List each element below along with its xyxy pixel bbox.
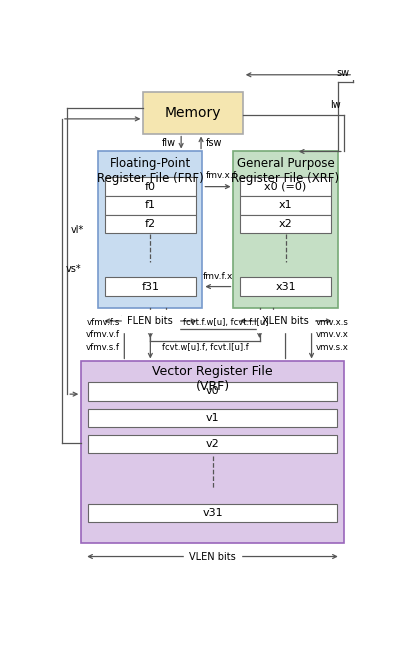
Text: fcvt.w[u].f, fcvt.l[u].f: fcvt.w[u].f, fcvt.l[u].f	[162, 343, 248, 352]
FancyBboxPatch shape	[105, 196, 196, 215]
FancyBboxPatch shape	[105, 277, 196, 296]
FancyBboxPatch shape	[105, 215, 196, 233]
FancyBboxPatch shape	[240, 196, 331, 215]
FancyBboxPatch shape	[81, 362, 344, 543]
Text: vl*: vl*	[71, 225, 84, 235]
Text: vmv.x.s
vmv.v.x
vmv.s.x: vmv.x.s vmv.v.x vmv.s.x	[316, 318, 349, 352]
FancyBboxPatch shape	[144, 92, 243, 134]
Text: XLEN bits: XLEN bits	[262, 316, 309, 326]
FancyBboxPatch shape	[240, 178, 331, 196]
Text: lw: lw	[330, 100, 341, 110]
Text: v2: v2	[206, 439, 219, 449]
Text: Floating-Point
Register File (FRF): Floating-Point Register File (FRF)	[97, 157, 204, 185]
FancyBboxPatch shape	[240, 215, 331, 233]
Text: Memory: Memory	[165, 106, 221, 120]
Text: fmv.x.f: fmv.x.f	[206, 172, 237, 180]
Text: FLEN bits: FLEN bits	[128, 316, 173, 326]
Text: sw: sw	[337, 68, 350, 78]
FancyBboxPatch shape	[88, 382, 337, 400]
Text: v31: v31	[202, 508, 223, 518]
Text: f2: f2	[145, 219, 156, 229]
Text: fcvt.f.w[u], fcvt.f.l[u]: fcvt.f.w[u], fcvt.f.l[u]	[183, 318, 269, 327]
Text: f31: f31	[141, 281, 159, 291]
Text: f1: f1	[145, 200, 156, 210]
Text: v0: v0	[206, 386, 219, 396]
Text: x2: x2	[279, 219, 292, 229]
Text: x31: x31	[275, 281, 296, 291]
Text: Vector Register File
(VRF): Vector Register File (VRF)	[152, 364, 273, 393]
Text: flw: flw	[162, 138, 176, 148]
Text: v1: v1	[206, 413, 219, 423]
FancyBboxPatch shape	[88, 504, 337, 523]
Text: fmv.f.x: fmv.f.x	[203, 273, 233, 281]
FancyBboxPatch shape	[233, 152, 338, 308]
Text: x1: x1	[279, 200, 292, 210]
FancyBboxPatch shape	[240, 277, 331, 296]
Text: x0 (=0): x0 (=0)	[264, 182, 307, 192]
FancyBboxPatch shape	[98, 152, 203, 308]
Text: vfmv.f.s
vfmv.v.f
vfmv.s.f: vfmv.f.s vfmv.v.f vfmv.s.f	[86, 318, 119, 352]
Text: General Purpose
Register File (XRF): General Purpose Register File (XRF)	[231, 157, 340, 185]
FancyBboxPatch shape	[105, 178, 196, 196]
Text: vs*: vs*	[66, 263, 81, 273]
FancyBboxPatch shape	[88, 408, 337, 427]
Text: fsw: fsw	[205, 138, 222, 148]
Text: f0: f0	[145, 182, 156, 192]
Text: VLEN bits: VLEN bits	[189, 551, 236, 561]
FancyBboxPatch shape	[88, 435, 337, 454]
